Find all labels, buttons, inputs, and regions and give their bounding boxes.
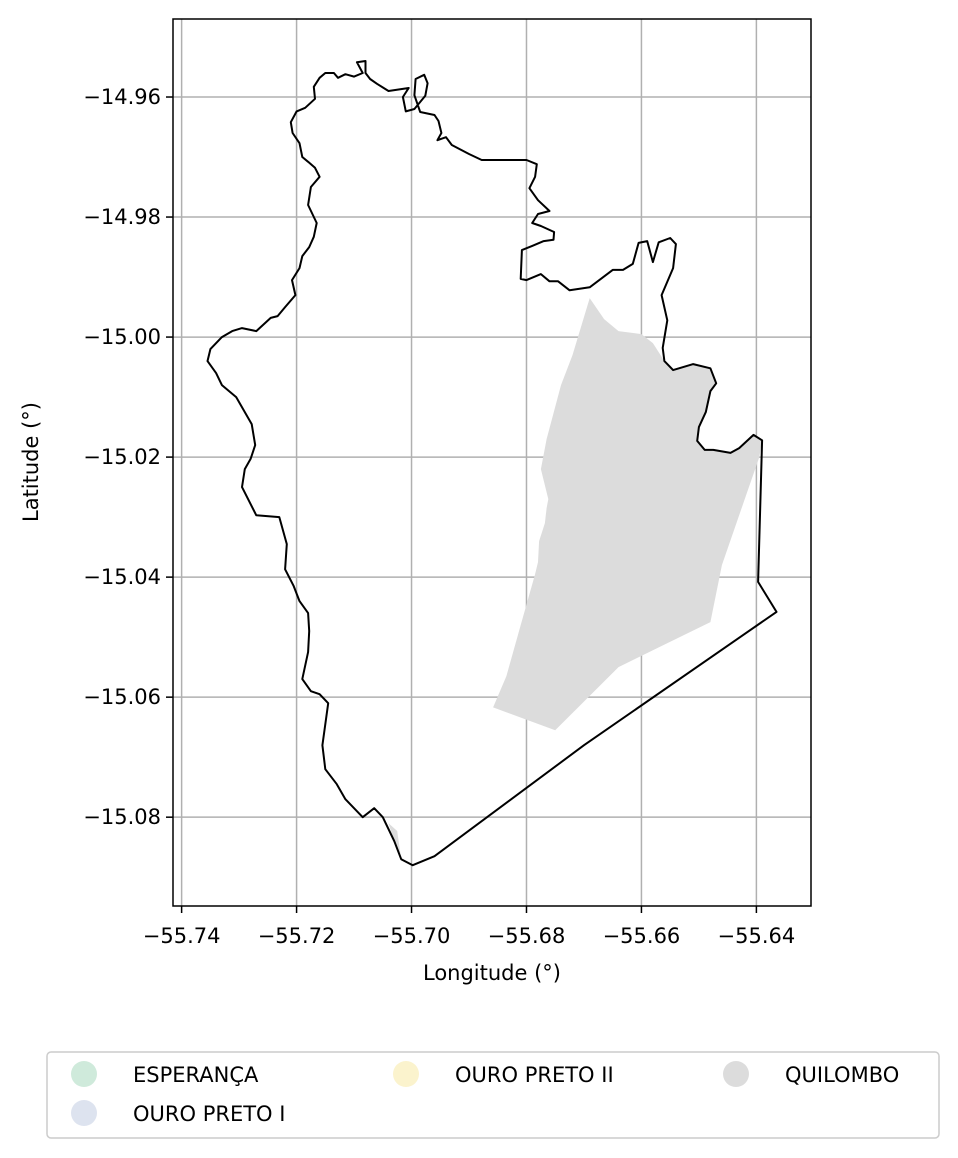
x-tick-label-0: −55.74 [143,924,221,948]
y-tick-label-3: −15.02 [83,445,161,469]
legend-swatch-ouro-preto-i [71,1100,97,1126]
region-quilombo-0 [493,298,763,731]
y-tick-label-0: −14.96 [83,85,161,109]
x-axis-title: Longitude (°) [423,961,561,985]
axes-frame [172,18,812,907]
boundary-outline [206,60,778,867]
legend-label-ouro-preto-i: OURO PRETO I [133,1102,285,1126]
y-tick-label-2: −15.00 [83,325,161,349]
y-tick-label-5: −15.06 [83,685,161,709]
legend-label-quilombo: QUILOMBO [785,1063,899,1087]
x-tick-label-2: −55.70 [373,924,451,948]
x-tick-label-5: −55.64 [718,924,796,948]
x-tick-label-3: −55.68 [488,924,566,948]
y-tick-label-6: −15.08 [83,805,161,829]
y-axis-title: Latitude (°) [19,402,43,522]
legend: ESPERANÇA OURO PRETO I OURO PRETO II QUI… [46,1051,940,1139]
legend-swatch-quilombo [723,1061,749,1087]
x-tick-label-4: −55.66 [603,924,681,948]
x-tick-label-1: −55.72 [258,924,336,948]
legend-swatch-esperanca [71,1061,97,1087]
y-tick-label-4: −15.04 [83,565,161,589]
x-axis-ticks: −55.74 −55.72 −55.70 −55.68 −55.66 −55.64 [143,906,795,948]
legend-label-ouro-preto-ii: OURO PRETO II [455,1063,614,1087]
legend-frame [46,1051,940,1139]
y-tick-label-1: −14.98 [83,205,161,229]
legend-label-esperanca: ESPERANÇA [133,1063,259,1087]
y-axis-ticks: −14.96 −14.98 −15.00 −15.02 −15.04 −15.06 −15.… [83,85,173,829]
legend-swatch-ouro-preto-ii [393,1061,419,1087]
